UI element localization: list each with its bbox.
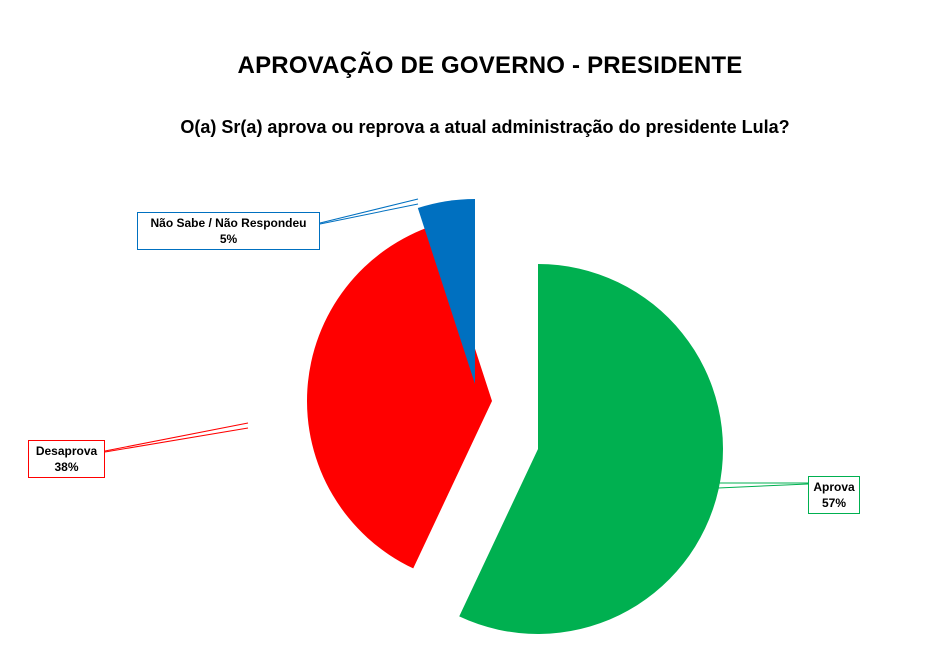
chart-title: APROVAÇÃO DE GOVERNO - PRESIDENTE	[237, 52, 743, 79]
slice-label-nao-sabe: Não Sabe / Não Respondeu 5%	[137, 212, 320, 250]
leader-line-nao-sabe-outer	[319, 198, 419, 224]
pie-slice-aprova	[459, 264, 724, 634]
slice-label-aprova-name: Aprova	[813, 480, 855, 494]
chart-subtitle: O(a) Sr(a) aprova ou reprova a atual adm…	[180, 117, 790, 137]
slice-label-desaprova-value: 38%	[54, 460, 79, 474]
slice-label-nao-sabe-value: 5%	[219, 232, 238, 246]
slice-label-desaprova: Desaprova 38%	[28, 440, 105, 478]
leader-line-aprova	[717, 483, 809, 489]
pie-slice-nao-sabe	[417, 199, 475, 384]
slice-label-nao-sabe-name: Não Sabe / Não Respondeu	[150, 216, 307, 230]
leader-line-desaprova	[104, 427, 249, 453]
leader-line-desaprova-outer	[104, 422, 249, 452]
slice-label-aprova: Aprova 57%	[808, 476, 860, 514]
slice-label-aprova-value: 57%	[821, 496, 847, 510]
leader-line-nao-sabe	[319, 203, 419, 225]
slice-label-desaprova-name: Desaprova	[35, 444, 98, 458]
pie-slice-desaprova	[307, 225, 492, 569]
